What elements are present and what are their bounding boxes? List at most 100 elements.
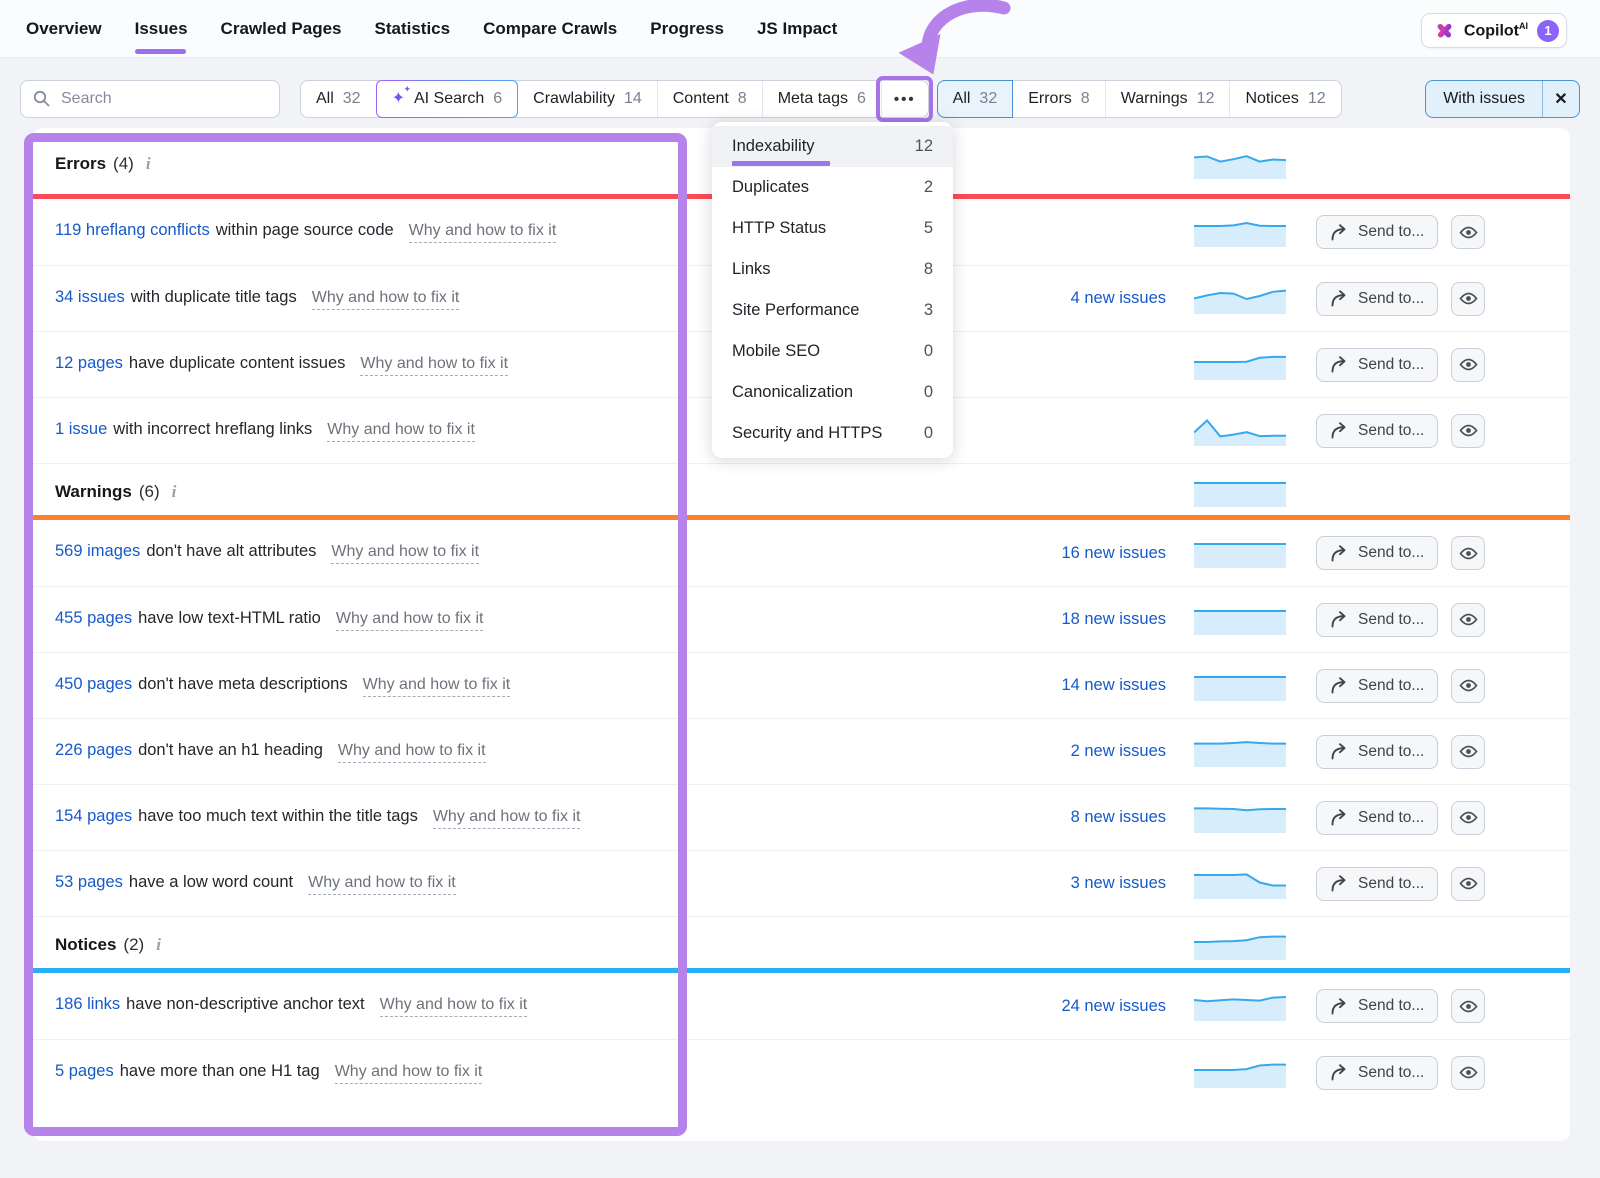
dropdown-item-count: 2 [923,178,933,196]
send-to-button[interactable]: Send to... [1316,347,1439,382]
eye-icon [1459,547,1478,559]
issue-count-link[interactable]: 226 pages [55,740,133,759]
send-to-label: Send to... [1358,742,1425,760]
section-severity-bar [33,515,1570,520]
close-icon[interactable]: ✕ [1542,81,1579,117]
new-issues-link[interactable]: 24 new issues [1061,996,1166,1015]
dropdown-item-count: 12 [914,137,933,155]
new-issues-link[interactable]: 14 new issues [1061,676,1166,694]
nav-tab-crawled-pages[interactable]: Crawled Pages [220,18,342,38]
send-to-button[interactable]: Send to... [1316,734,1439,769]
send-to-button[interactable]: Send to... [1316,281,1439,316]
more-categories-button[interactable]: ••• [875,76,933,122]
issue-count-link[interactable]: 1 issue [55,419,108,438]
issue-count-link[interactable]: 5 pages [55,1061,114,1080]
hide-issue-button[interactable] [1451,602,1486,637]
issue-count-link[interactable]: 450 pages [55,674,133,693]
why-how-to-fix-link[interactable]: Why and how to fix it [362,676,511,697]
issue-count-link[interactable]: 455 pages [55,608,133,627]
severity-tab-all[interactable]: All 32 [936,80,1014,118]
issue-description: 569 images don't have alt attributes Why a… [55,542,1024,564]
search-input[interactable] [20,80,280,118]
why-how-to-fix-link[interactable]: Why and how to fix it [308,874,456,895]
issue-count-link[interactable]: 186 links [55,995,121,1013]
nav-tab-compare-crawls[interactable]: Compare Crawls [483,18,618,38]
new-issues-link[interactable]: 8 new issues [1070,808,1166,826]
hide-issue-button[interactable] [1451,800,1486,835]
severity-tab-notices[interactable]: Notices 12 [1229,81,1340,117]
new-issues-link[interactable]: 2 new issues [1070,742,1166,760]
nav-tab-overview[interactable]: Overview [26,18,102,38]
category-tab-content[interactable]: Content 8 [656,81,762,117]
why-how-to-fix-link[interactable]: Why and how to fix it [331,543,480,564]
dropdown-item-site-performance[interactable]: Site Performance 3 [712,290,953,331]
hide-issue-button[interactable] [1451,413,1486,448]
hide-issue-button[interactable] [1451,215,1486,249]
category-tab-ai-search[interactable]: ✦ ✦ AI Search 6 [376,80,519,118]
info-icon[interactable]: i [145,153,151,173]
hide-issue-button[interactable] [1451,668,1486,703]
send-to-button[interactable]: Send to... [1316,536,1439,570]
dropdown-item-security-and-https[interactable]: Security and HTTPS 0 [712,413,953,454]
issue-text: have duplicate content issues [128,353,346,372]
hide-issue-button[interactable] [1451,866,1486,901]
send-to-label: Send to... [1358,544,1425,561]
why-how-to-fix-link[interactable]: Why and how to fix it [432,808,581,829]
info-icon[interactable]: i [156,935,161,954]
why-how-to-fix-link[interactable]: Why and how to fix it [360,355,509,376]
category-tab-crawlability[interactable]: Crawlability 14 [518,81,657,117]
issue-count-link[interactable]: 569 images [55,542,141,560]
why-how-to-fix-link[interactable]: Why and how to fix it [311,289,460,310]
send-to-button[interactable]: Send to... [1316,668,1439,703]
dropdown-item-links[interactable]: Links 8 [712,249,953,290]
dropdown-item-label: Links [732,260,771,278]
category-tab-all[interactable]: All 32 [301,81,376,117]
hide-issue-button[interactable] [1451,536,1486,570]
why-how-to-fix-link[interactable]: Why and how to fix it [335,610,484,631]
with-issues-filter[interactable]: With issues ✕ [1425,80,1580,118]
send-to-label: Send to... [1358,610,1425,628]
hide-issue-button[interactable] [1451,989,1486,1023]
issue-text: don't have an h1 heading [138,740,323,759]
dropdown-item-mobile-seo[interactable]: Mobile SEO 0 [712,331,953,372]
send-to-button[interactable]: Send to... [1316,413,1439,448]
hide-issue-button[interactable] [1451,1055,1486,1090]
severity-tab-warnings[interactable]: Warnings 12 [1104,81,1230,117]
nav-tab-issues[interactable]: Issues [134,18,188,54]
why-how-to-fix-link[interactable]: Why and how to fix it [379,996,528,1017]
category-tab-count: 6 [493,90,503,107]
hide-issue-button[interactable] [1451,281,1486,316]
send-to-button[interactable]: Send to... [1316,602,1439,637]
send-to-button[interactable]: Send to... [1316,1055,1439,1090]
nav-tab-progress[interactable]: Progress [650,18,724,38]
dropdown-item-http-status[interactable]: HTTP Status 5 [712,208,953,249]
copilot-button[interactable]: CopilotAI 1 [1420,13,1567,48]
new-issues-link[interactable]: 3 new issues [1070,874,1166,892]
nav-tab-statistics[interactable]: Statistics [374,18,451,38]
issue-count-link[interactable]: 12 pages [55,353,123,372]
issue-count-link[interactable]: 119 hreflang conflicts [55,221,210,239]
send-to-button[interactable]: Send to... [1316,866,1439,901]
why-how-to-fix-link[interactable]: Why and how to fix it [408,222,557,243]
why-how-to-fix-link[interactable]: Why and how to fix it [337,742,486,763]
send-to-button[interactable]: Send to... [1316,989,1439,1023]
new-issues-link[interactable]: 18 new issues [1061,610,1166,628]
issue-count-link[interactable]: 53 pages [55,872,123,891]
new-issues-link[interactable]: 16 new issues [1061,543,1166,562]
hide-issue-button[interactable] [1451,734,1486,769]
new-issues-link[interactable]: 4 new issues [1070,289,1166,307]
category-tab-meta-tags[interactable]: Meta tags 6 [761,81,881,117]
issue-count-link[interactable]: 154 pages [55,806,133,825]
why-how-to-fix-link[interactable]: Why and how to fix it [327,421,475,442]
why-how-to-fix-link[interactable]: Why and how to fix it [334,1063,483,1084]
send-to-button[interactable]: Send to... [1316,215,1439,249]
nav-tab-js-impact[interactable]: JS Impact [756,18,838,38]
info-icon[interactable]: i [171,482,177,501]
dropdown-item-duplicates[interactable]: Duplicates 2 [712,167,953,208]
dropdown-item-canonicalization[interactable]: Canonicalization 0 [712,372,953,413]
issue-count-link[interactable]: 34 issues [55,287,125,306]
send-to-button[interactable]: Send to... [1316,800,1439,835]
hide-issue-button[interactable] [1451,347,1486,382]
severity-tab-errors[interactable]: Errors 8 [1013,81,1104,117]
dropdown-item-indexability[interactable]: Indexability 12 [712,126,953,167]
